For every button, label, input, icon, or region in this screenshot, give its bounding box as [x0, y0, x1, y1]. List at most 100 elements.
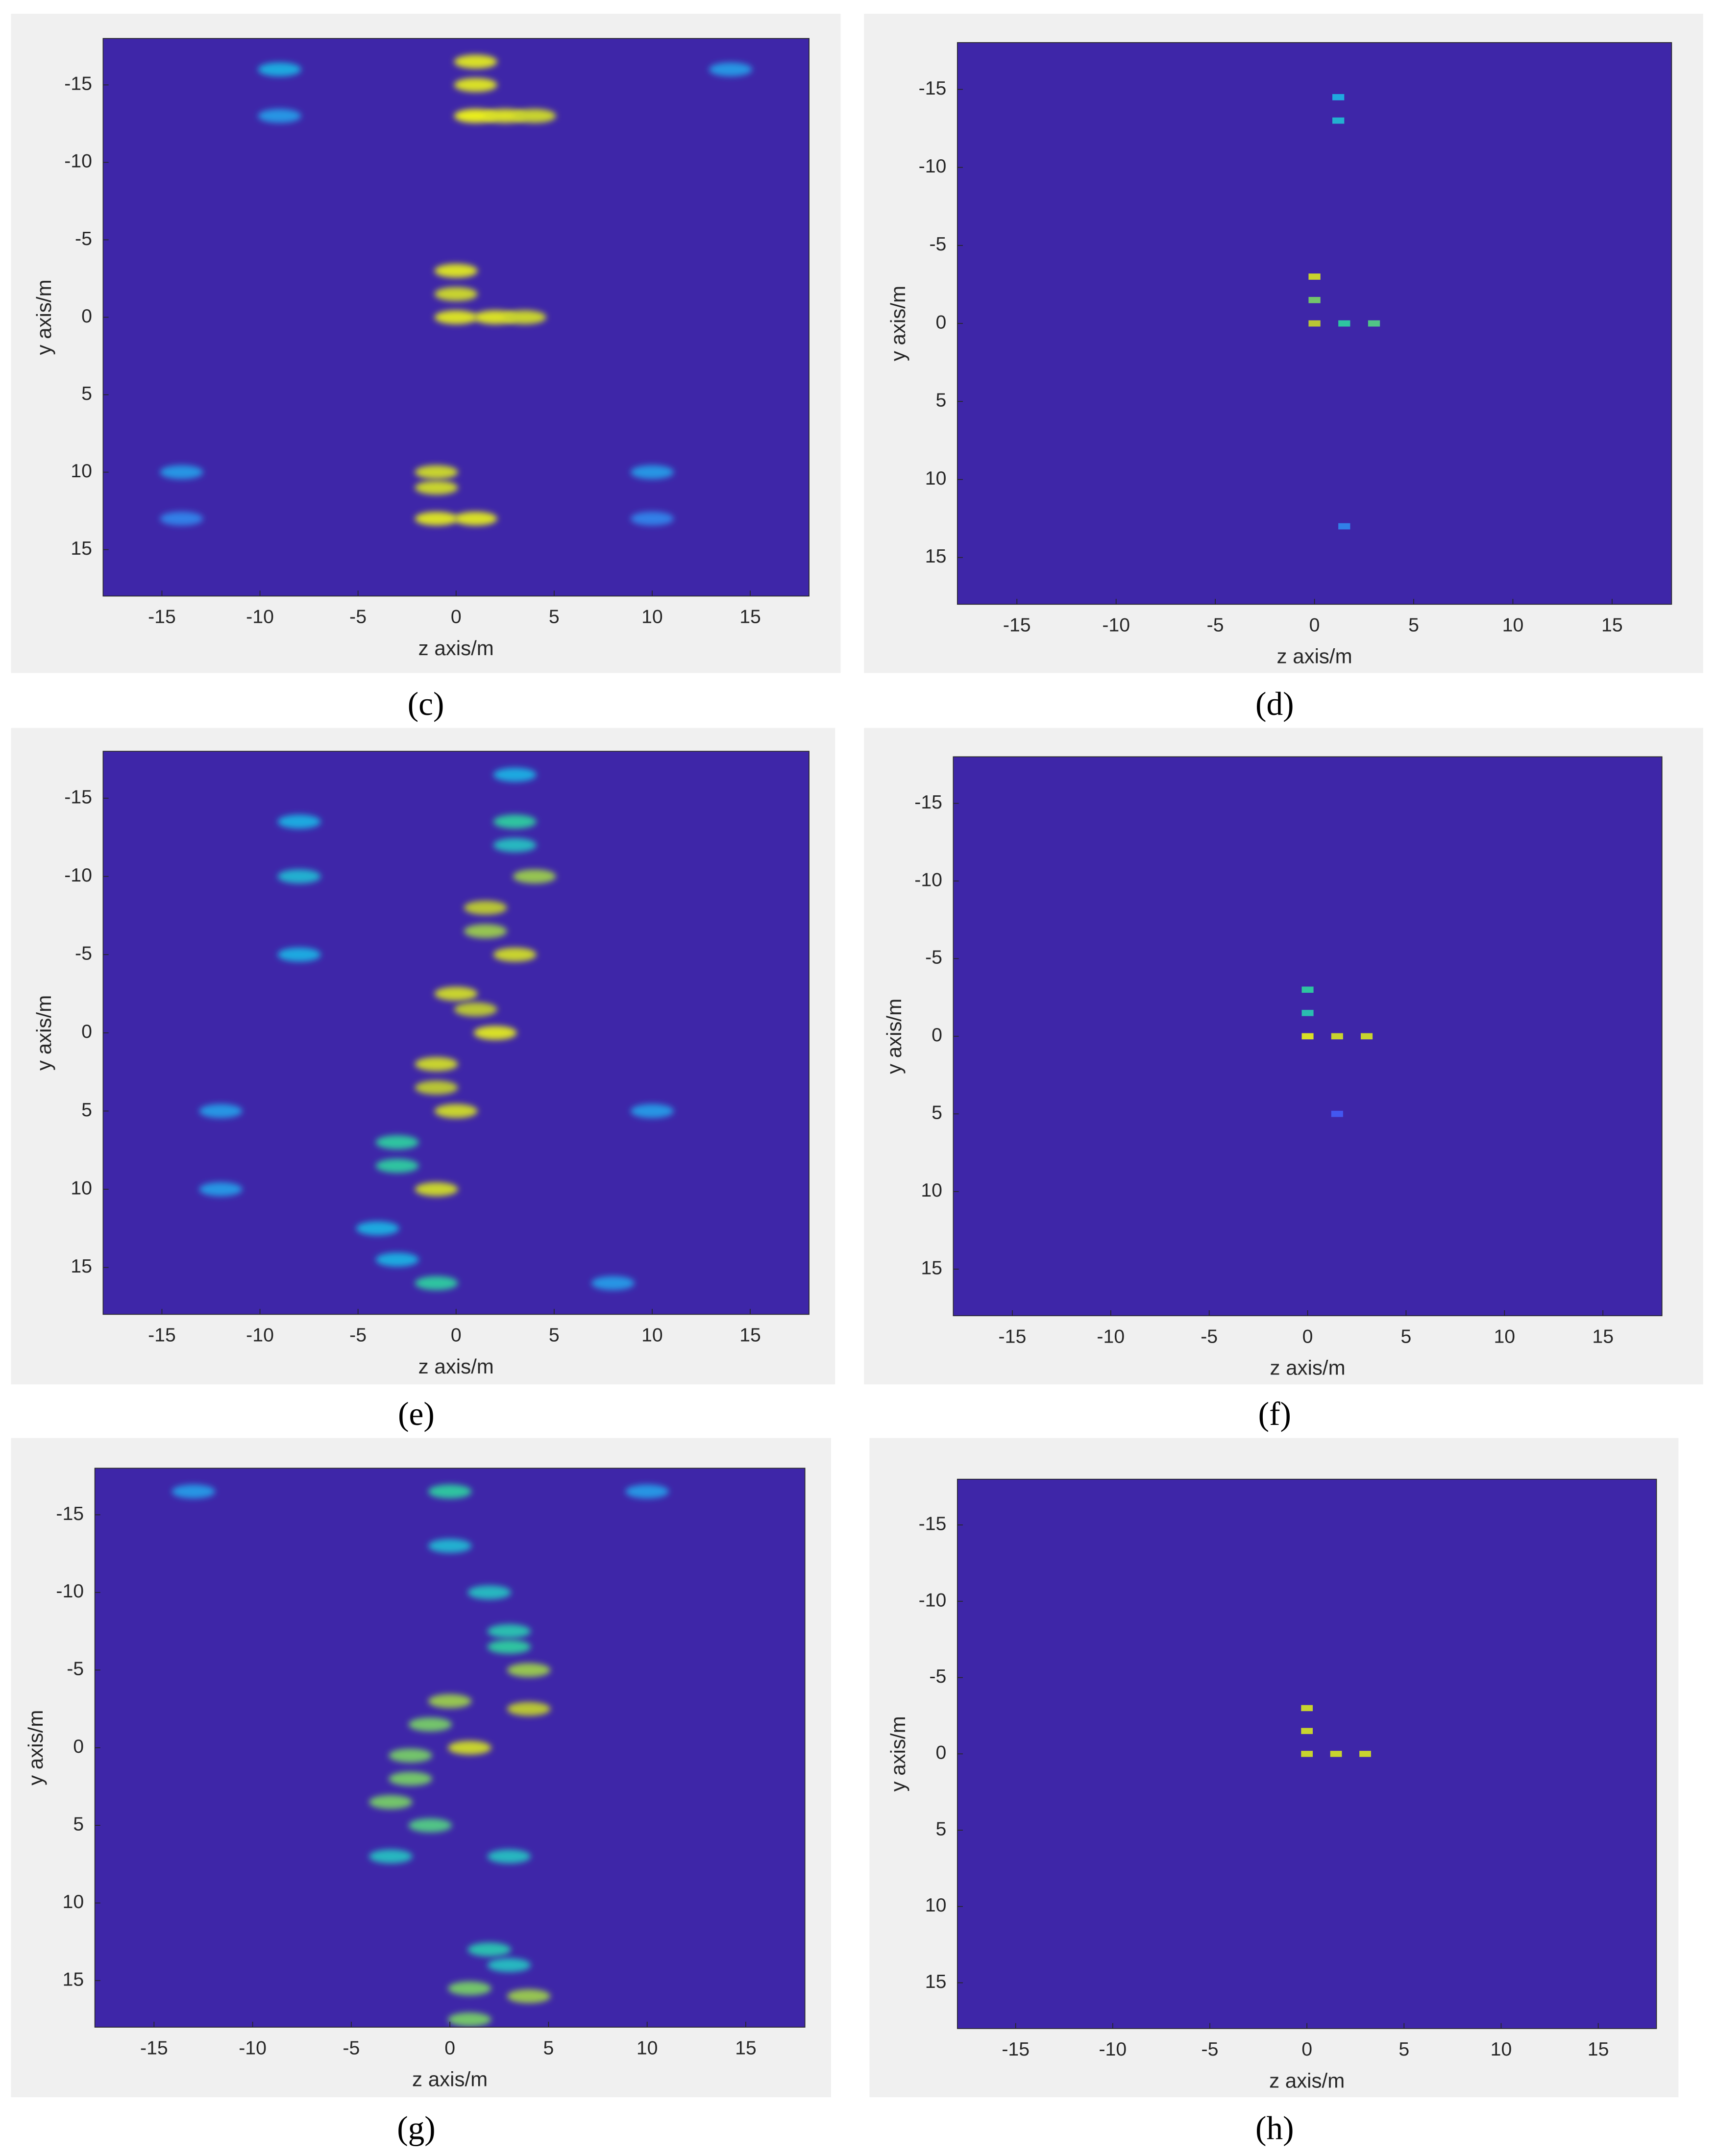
x-tick-label: 15	[735, 2037, 757, 2058]
x-tick-label: -10	[246, 606, 274, 628]
x-tick-label: -10	[239, 2037, 267, 2058]
heat-cell	[503, 310, 546, 324]
y-tick-label: 5	[81, 383, 92, 404]
x-tick-label: -5	[343, 2037, 360, 2058]
x-tick-label: 5	[549, 1324, 560, 1346]
heat-cell	[467, 1942, 511, 1957]
heat-cell	[493, 947, 537, 962]
heat-cell	[630, 1104, 674, 1118]
y-axis-label: y axis/m	[24, 1710, 47, 1786]
x-tick-label: -10	[1102, 614, 1130, 636]
heat-cell	[408, 1818, 452, 1833]
x-tick-label: 5	[1408, 614, 1419, 636]
heat-cell	[434, 287, 478, 301]
y-tick-label: 5	[932, 1102, 942, 1124]
heat-cell	[467, 1585, 511, 1600]
heat-cell	[277, 869, 321, 883]
caption: (e)	[398, 1396, 435, 1432]
heat-cell	[389, 1771, 432, 1786]
y-tick-label: -5	[929, 1666, 946, 1687]
x-tick-label: -10	[1097, 1325, 1125, 1347]
heat-cell	[1308, 320, 1321, 327]
x-tick-label: -15	[1002, 2038, 1030, 2060]
panel: -15 -10 -5 0 5 10 15 -15 -10 -5 0 5 10 15 z axis/m y ax…	[864, 728, 1703, 1432]
x-tick-label: 15	[739, 606, 761, 628]
heat-cell	[1359, 1751, 1371, 1757]
heat-cell	[1301, 1009, 1314, 1016]
y-tick-label: -5	[929, 233, 946, 255]
heat-cell	[1331, 1033, 1343, 1040]
heat-cell	[415, 465, 458, 479]
caption: (d)	[1255, 686, 1294, 722]
y-tick-label: 10	[71, 1177, 92, 1199]
heat-cell	[448, 1981, 491, 1996]
x-tick-label: -5	[1201, 1325, 1218, 1347]
y-tick-label: 0	[932, 1024, 942, 1046]
y-tick-label: 0	[936, 1742, 947, 1764]
y-tick-label: -5	[925, 947, 942, 968]
heat-cell	[1330, 1751, 1342, 1757]
heatmap	[160, 54, 753, 526]
heat-cell	[493, 838, 537, 853]
heat-cell	[1301, 1033, 1314, 1040]
heat-cell	[625, 1484, 669, 1499]
heat-cell	[1368, 320, 1380, 327]
plot-area	[103, 751, 809, 1315]
heat-cell	[473, 1026, 517, 1040]
heat-cell	[434, 1104, 478, 1118]
heat-cell	[1301, 1751, 1313, 1757]
y-tick-label: 5	[81, 1099, 92, 1121]
x-tick-label: -10	[246, 1324, 274, 1346]
y-tick-label: 15	[71, 538, 92, 559]
x-tick-label: -15	[999, 1325, 1027, 1347]
plot-frame	[94, 1468, 806, 2028]
heat-cell	[160, 512, 203, 526]
x-tick-label: 10	[641, 606, 663, 628]
heat-cell	[258, 109, 301, 123]
y-tick-label: 0	[73, 1736, 84, 1757]
panel: -15 -10 -5 0 5 10 15 -15 -10 -5 0 5 10 15 z axis/m y ax…	[11, 14, 841, 722]
heat-cell	[428, 1484, 472, 1499]
heatmap	[172, 1484, 669, 2027]
x-tick-label: 5	[1401, 1325, 1412, 1347]
heat-cell	[448, 2012, 491, 2027]
heat-cell	[454, 78, 497, 92]
x-axis-label: z axis/m	[412, 2068, 488, 2091]
x-tick-label: 0	[451, 606, 462, 628]
x-tick-label: 15	[1601, 614, 1623, 636]
x-tick-label: -10	[1099, 2038, 1127, 2060]
heat-cell	[1338, 523, 1350, 530]
y-axis-label: y axis/m	[886, 286, 909, 361]
x-axis-label: z axis/m	[1270, 1356, 1345, 1379]
heat-cell	[1308, 273, 1321, 280]
y-tick-label: -15	[64, 73, 92, 95]
x-tick-label: 0	[1302, 1325, 1313, 1347]
y-tick-label: -10	[919, 155, 947, 177]
heat-cell	[415, 1057, 458, 1072]
heat-cell	[1331, 1110, 1343, 1117]
heat-cell	[1308, 296, 1321, 303]
heat-cell	[277, 947, 321, 962]
heat-cell	[277, 814, 321, 829]
x-tick-label: 15	[1592, 1325, 1614, 1347]
caption: (f)	[1258, 1396, 1291, 1432]
heat-cell	[487, 1849, 531, 1863]
heat-cell	[199, 1182, 243, 1197]
y-tick-label: -15	[919, 77, 947, 99]
plot-frame	[102, 38, 809, 597]
heat-cell	[375, 1135, 419, 1150]
heat-cell	[434, 986, 478, 1001]
y-tick-label: 10	[925, 1894, 947, 1916]
panel: -15 -10 -5 0 5 10 15 -15 -10 -5 0 5 10 15 z axis/m y ax…	[864, 14, 1703, 722]
x-axis-label: z axis/m	[418, 637, 494, 660]
heat-cell	[369, 1795, 413, 1809]
x-tick-label: 0	[1309, 614, 1320, 636]
heat-cell	[493, 767, 537, 782]
caption: (c)	[408, 686, 444, 722]
heatmap	[1301, 986, 1373, 1117]
x-tick-label: -5	[1207, 614, 1224, 636]
x-tick-label: 5	[1398, 2038, 1409, 2060]
heat-cell	[513, 109, 556, 123]
x-tick-label: -15	[148, 1324, 176, 1346]
